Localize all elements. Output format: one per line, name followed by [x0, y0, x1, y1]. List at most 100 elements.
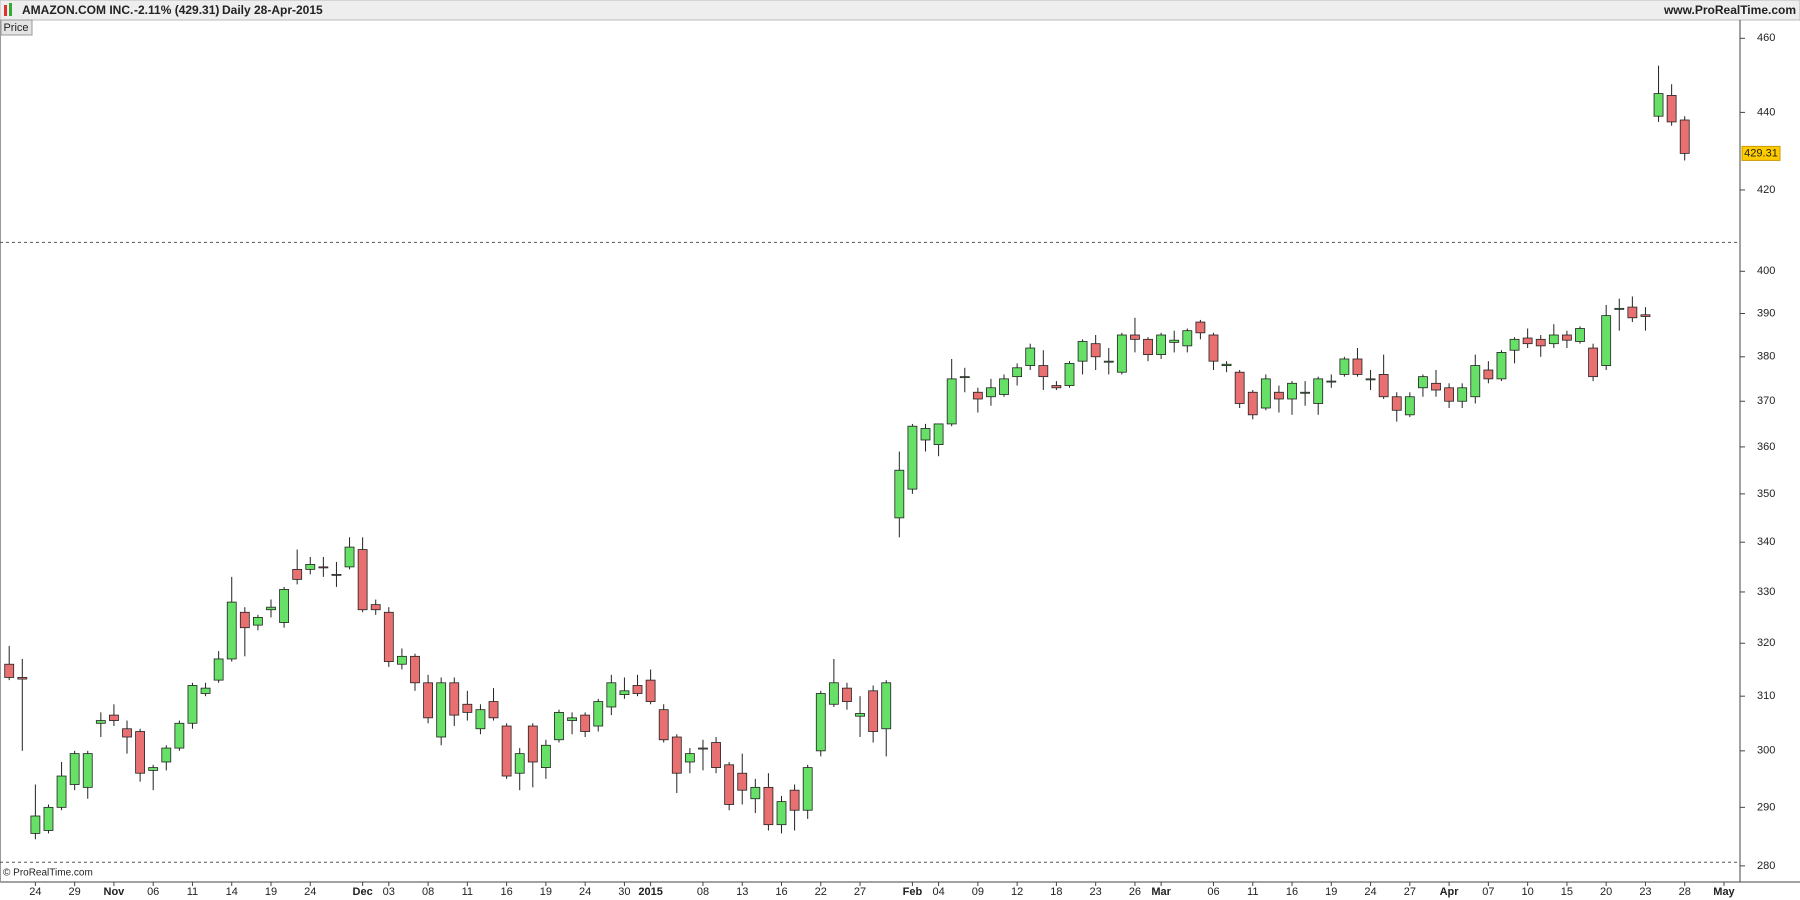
candle-body — [1365, 378, 1376, 381]
x-tick-label: Mar — [1151, 886, 1171, 898]
x-tick-label: 19 — [540, 886, 552, 898]
candle-body — [920, 428, 931, 441]
x-tick-label: 16 — [1286, 886, 1298, 898]
candle-body — [253, 617, 263, 626]
candle-body — [540, 744, 551, 768]
x-tick-label: 2015 — [638, 886, 662, 898]
candle-body — [946, 378, 957, 425]
candle-body — [1496, 352, 1507, 380]
candle — [1496, 350, 1507, 382]
candle — [1470, 354, 1481, 404]
candle-body — [357, 549, 368, 611]
candle — [30, 784, 41, 840]
candle — [789, 784, 800, 831]
candle-body — [109, 714, 119, 721]
candle — [645, 669, 656, 705]
candle — [135, 728, 146, 782]
candle — [946, 358, 957, 427]
x-tick-label: 24 — [579, 886, 591, 898]
candle-body — [1313, 378, 1324, 404]
x-tick-label: 30 — [618, 886, 630, 898]
candle-body — [1038, 365, 1049, 378]
candle — [1418, 374, 1428, 397]
candle — [1247, 390, 1258, 420]
candle-body — [69, 753, 80, 785]
candle-body — [200, 687, 211, 694]
candle-body — [580, 714, 591, 732]
y-tick-label: 360 — [1757, 441, 1775, 453]
candle-body — [776, 801, 787, 826]
x-tick-label: 27 — [1404, 886, 1416, 898]
candle-body — [1195, 321, 1206, 334]
candle — [1064, 361, 1075, 388]
candle-body — [1103, 360, 1114, 363]
candle — [1208, 332, 1219, 370]
candle — [1601, 304, 1612, 370]
candle — [43, 804, 54, 834]
y-tick-label: 330 — [1757, 586, 1775, 598]
candle-body — [1470, 365, 1481, 398]
candle — [1221, 361, 1232, 373]
candle — [436, 677, 447, 746]
candle — [776, 795, 787, 834]
candle-body — [619, 690, 630, 695]
x-tick-label: 03 — [383, 886, 395, 898]
x-tick-label: 23 — [1090, 886, 1102, 898]
y-tick-label: 320 — [1757, 637, 1775, 649]
candle — [855, 696, 865, 738]
candle — [894, 451, 905, 538]
candle — [95, 712, 106, 738]
candle-body — [567, 717, 577, 721]
candle — [1300, 381, 1311, 406]
candle — [815, 690, 826, 757]
candle-body — [266, 606, 276, 611]
candle — [1614, 298, 1625, 331]
candle-body — [4, 663, 15, 678]
candle-body — [1679, 119, 1690, 154]
candle — [933, 423, 944, 457]
candle-body — [1221, 363, 1232, 366]
candle — [881, 680, 892, 757]
candle — [1483, 361, 1494, 384]
candle — [1077, 339, 1088, 375]
candle-body — [972, 391, 983, 400]
candle-body — [1483, 369, 1494, 380]
candle — [750, 778, 761, 814]
candle-body — [724, 764, 735, 805]
candle — [1182, 328, 1193, 353]
candle — [344, 537, 355, 570]
x-tick-label: 08 — [422, 886, 434, 898]
site-link[interactable]: www.ProRealTime.com — [1663, 3, 1796, 17]
candle — [1365, 369, 1376, 391]
x-tick-label: 08 — [697, 886, 709, 898]
candle-body — [1247, 391, 1258, 416]
candle — [331, 561, 342, 587]
candle — [724, 761, 735, 811]
candle — [1575, 326, 1585, 344]
x-tick-label: 16 — [775, 886, 787, 898]
x-tick-label: 16 — [500, 886, 512, 898]
candle-body — [1562, 334, 1572, 341]
x-tick-label: 20 — [1600, 886, 1612, 898]
candle-body — [1378, 374, 1389, 398]
candle — [187, 682, 198, 729]
y-tick-label: 440 — [1757, 106, 1775, 118]
candle-body — [135, 731, 146, 774]
candle-body — [1274, 391, 1284, 400]
candle — [148, 764, 159, 791]
candle — [1260, 374, 1271, 411]
candle-body — [226, 601, 237, 660]
y-tick-label: 380 — [1757, 351, 1775, 363]
y-tick-label: 340 — [1757, 536, 1775, 548]
candle — [972, 387, 983, 413]
candle-body — [122, 728, 132, 738]
candle-body — [1339, 358, 1350, 375]
candle-body — [423, 682, 433, 719]
candle — [763, 773, 774, 831]
price-button-label[interactable]: Price — [3, 22, 28, 34]
candle — [109, 704, 119, 727]
candle — [1051, 381, 1062, 391]
candle — [540, 739, 551, 779]
y-tick-label: 350 — [1757, 488, 1775, 500]
